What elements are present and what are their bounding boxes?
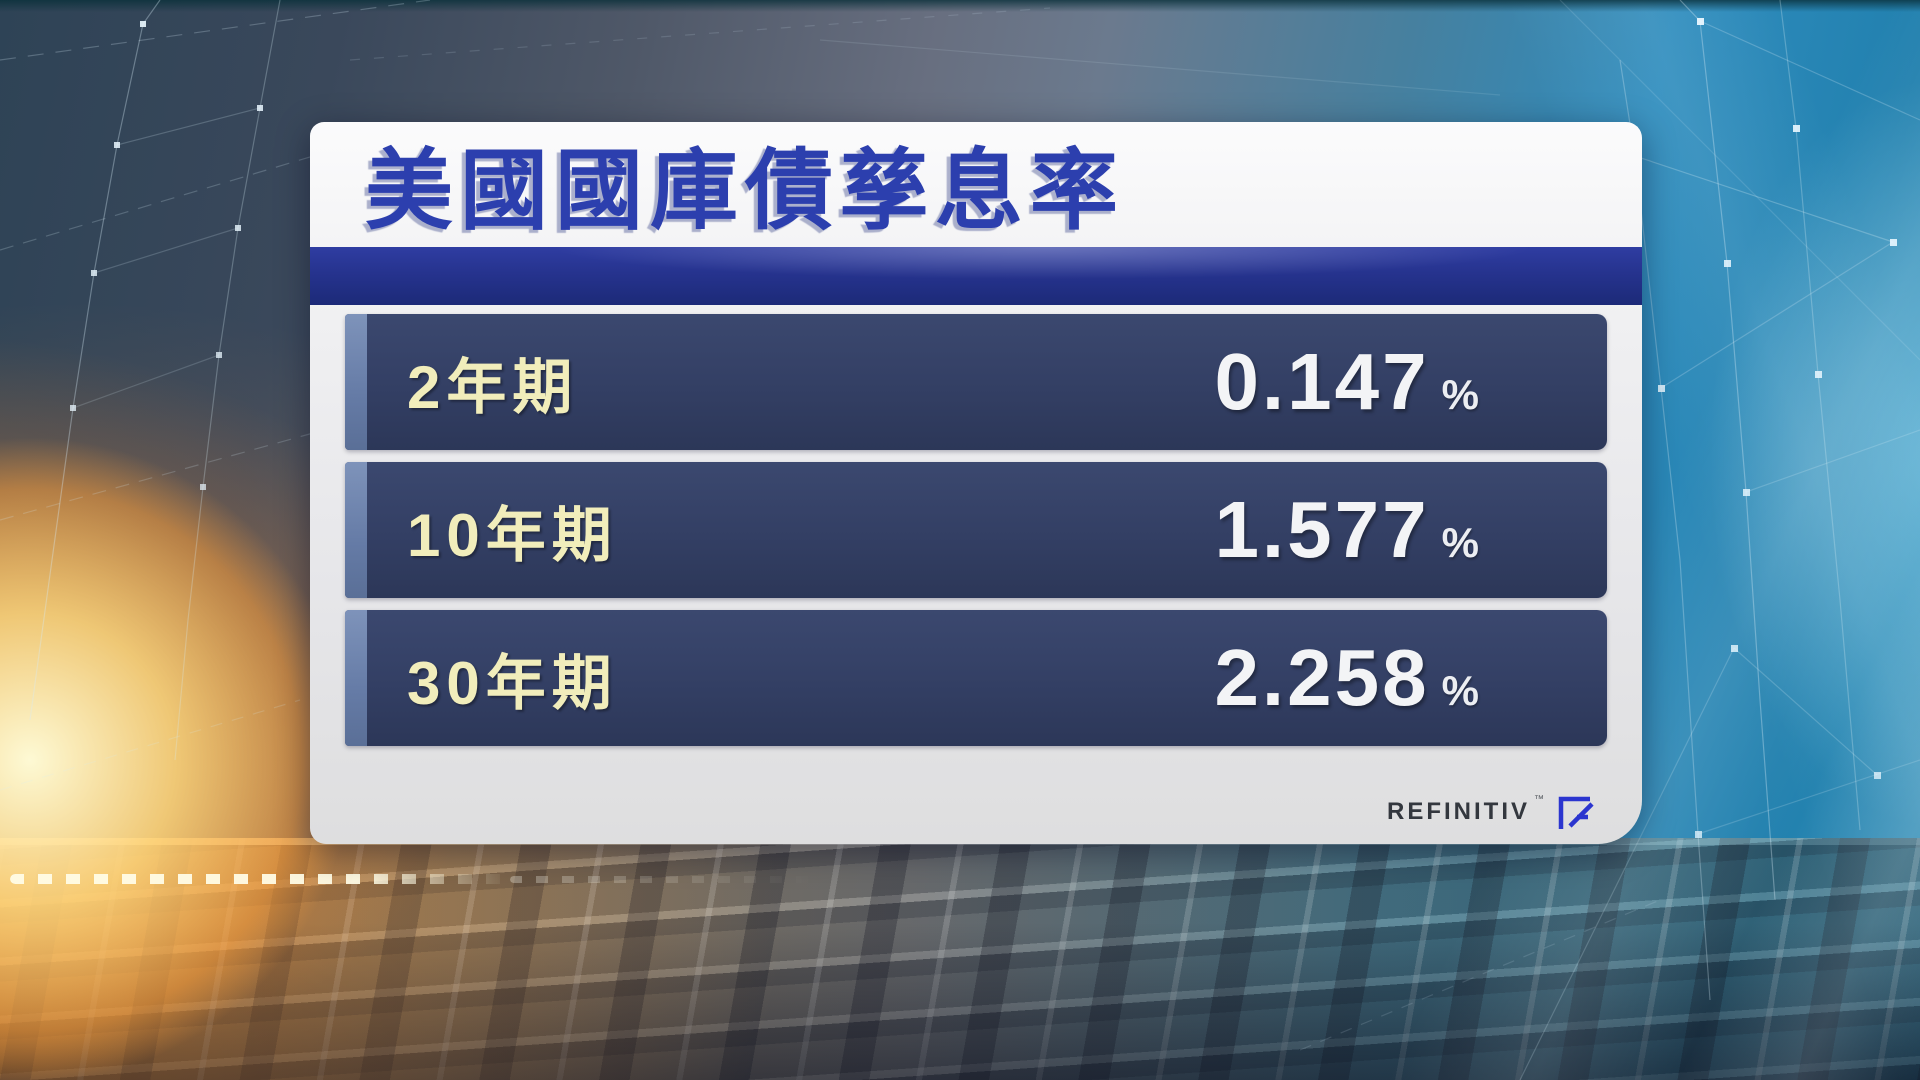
row-value-group: 2.258 % bbox=[1214, 632, 1607, 724]
refinitiv-wordmark: REFINITIV bbox=[1386, 798, 1530, 825]
row-value: 1.577 bbox=[1214, 485, 1430, 574]
background-top-strip bbox=[0, 0, 1920, 12]
percent-sign: % bbox=[1441, 667, 1479, 714]
percent-sign: % bbox=[1441, 371, 1479, 418]
table-row-10y: 10年期 1.577 % bbox=[345, 462, 1607, 598]
table-row-30y: 30年期 2.258 % bbox=[345, 610, 1607, 746]
row-accent-bar bbox=[345, 610, 367, 746]
percent-sign: % bbox=[1441, 519, 1479, 566]
title-underline-band bbox=[310, 247, 1642, 305]
trademark-symbol: ™ bbox=[1534, 794, 1544, 805]
row-accent-bar bbox=[345, 462, 367, 598]
row-label: 30年期 bbox=[407, 649, 618, 717]
dashed-light-line bbox=[10, 874, 510, 884]
yield-rows: 2年期 0.147 % 10年期 1.577 % 30年期 2.258 bbox=[345, 314, 1607, 746]
row-value-group: 0.147 % bbox=[1214, 336, 1607, 428]
table-row-2y: 2年期 0.147 % bbox=[345, 314, 1607, 450]
row-value: 2.258 bbox=[1214, 633, 1430, 722]
row-value-group: 1.577 % bbox=[1214, 484, 1607, 576]
panel-title: 美國國庫債孳息率 bbox=[365, 141, 1126, 240]
data-source-attribution: REFINITIV ™ bbox=[1387, 792, 1596, 832]
row-label: 2年期 bbox=[407, 353, 579, 421]
row-accent-bar bbox=[345, 314, 367, 450]
dashed-light-line-faded bbox=[510, 876, 830, 883]
yields-panel: 美國國庫債孳息率 2年期 0.147 % 10年期 1.577 % bbox=[310, 122, 1642, 844]
row-value: 0.147 bbox=[1214, 337, 1430, 426]
refinitiv-logo-icon bbox=[1558, 796, 1594, 829]
row-label: 10年期 bbox=[407, 501, 618, 569]
